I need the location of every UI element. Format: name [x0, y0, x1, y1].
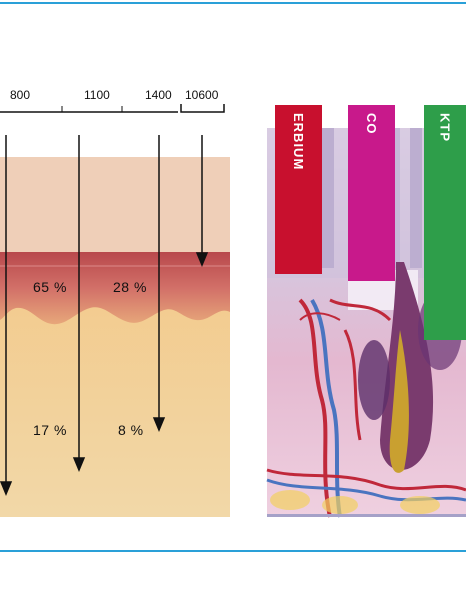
- stratum-layer: [0, 157, 230, 252]
- laser-label-ktp: KTP: [437, 113, 453, 142]
- arrow-10600: [195, 135, 209, 267]
- wavelength-label-1400: 1400: [145, 88, 172, 102]
- percent-label-1400-epidermis: 28 %: [113, 279, 147, 295]
- percent-label-1400-dermis: 8 %: [118, 422, 144, 438]
- top-border-line: [0, 2, 466, 4]
- laser-bar-ktp: KTP: [424, 105, 466, 340]
- axis-break-bracket: [180, 104, 225, 113]
- bottom-border-line: [0, 550, 466, 552]
- wavelength-label-1100: 1100: [84, 88, 110, 102]
- laser-bar-erbium: ERBIUM: [275, 105, 322, 274]
- arrow-1100: [72, 135, 86, 472]
- arrow-1400: [152, 135, 166, 432]
- wavelength-label-10600: 10600: [185, 88, 219, 102]
- laser-label-erbium: ERBIUM: [291, 113, 306, 171]
- percent-label-1100-epidermis: 65 %: [33, 279, 67, 295]
- laser-bar-co: CO: [348, 105, 395, 281]
- percent-label-1100-dermis: 17 %: [33, 422, 67, 438]
- epidermis-band: [0, 252, 230, 325]
- arrow-800: [0, 135, 13, 496]
- laser-label-co: CO: [364, 113, 379, 135]
- wavelength-label-800: 800: [10, 88, 31, 102]
